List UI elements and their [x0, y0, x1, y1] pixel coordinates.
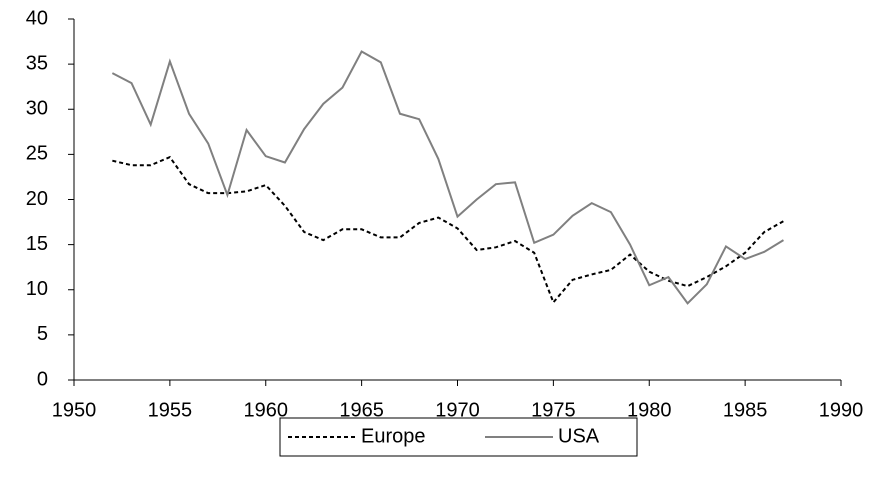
x-tick-label: 1970	[435, 399, 480, 421]
x-tick-label: 1955	[148, 399, 193, 421]
y-tick-label: 25	[26, 143, 48, 165]
series-line	[112, 155, 784, 305]
x-tick-label: 1960	[244, 399, 289, 421]
y-tick-label: 15	[26, 233, 48, 255]
series-line	[111, 50, 784, 305]
y-tick-label: 0	[37, 368, 48, 390]
x-tick-label: 1975	[531, 399, 576, 421]
y-tick-label: 5	[37, 323, 48, 345]
y-tick-label: 40	[26, 7, 48, 29]
y-tick-label: 20	[26, 188, 48, 210]
x-tick-label: 1950	[52, 399, 97, 421]
y-tick-label: 10	[26, 278, 48, 300]
x-tick-label: 1965	[339, 399, 384, 421]
x-tick-label: 1990	[819, 399, 864, 421]
y-tick-label: 35	[26, 52, 48, 74]
x-tick-label: 1980	[627, 399, 672, 421]
legend-label: USA	[558, 425, 600, 447]
x-tick-label: 1985	[723, 399, 768, 421]
legend-label: Europe	[361, 425, 426, 447]
y-tick-label: 30	[26, 98, 48, 120]
